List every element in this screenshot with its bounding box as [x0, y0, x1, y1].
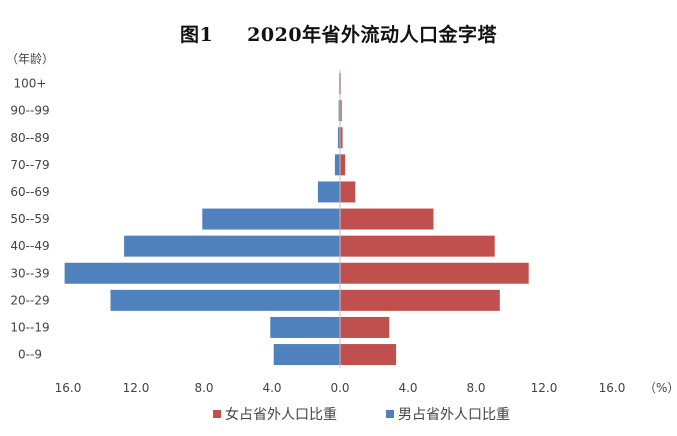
bar-female-10--19: [340, 316, 390, 338]
bar-male-90--99: [338, 100, 340, 122]
legend-label-male: 男占省外人口比重: [398, 407, 510, 423]
x-tick-label: 4.0: [398, 381, 417, 395]
figure-number: 图1: [179, 24, 214, 46]
y-tick-label: 0--9: [18, 348, 42, 362]
bar-male-0--9: [273, 344, 340, 366]
bar-female-90--99: [340, 100, 342, 122]
x-tick-label: 16.0: [55, 381, 82, 395]
x-axis-unit-label: （%）: [644, 381, 677, 395]
legend-swatch-female: [213, 410, 221, 418]
y-tick-label: 50--59: [10, 212, 49, 226]
x-tick-label: 8.0: [194, 381, 213, 395]
bar-female-0--9: [340, 344, 397, 366]
legend-swatch-male: [386, 410, 394, 418]
y-axis-unit-label: （年龄）: [6, 52, 54, 66]
bar-female-20--29: [340, 289, 500, 311]
y-tick-label: 10--19: [10, 320, 49, 334]
bar-male-50--59: [202, 208, 340, 230]
y-tick-label: 100+: [14, 77, 47, 91]
bar-female-40--49: [340, 235, 495, 257]
x-tick-label: 0.0: [330, 381, 349, 395]
bar-male-70--79: [334, 154, 340, 176]
x-tick-label: 4.0: [262, 381, 281, 395]
bar-female-30--39: [340, 262, 529, 284]
y-tick-label: 80--89: [10, 131, 49, 145]
bar-female-60--69: [340, 181, 356, 203]
y-tick-label: 30--39: [10, 266, 49, 280]
y-tick-label: 90--99: [10, 104, 49, 118]
bar-male-80--89: [337, 127, 340, 149]
bar-female-80--89: [340, 127, 343, 149]
bar-female-70--79: [340, 154, 346, 176]
y-tick-label: 40--49: [10, 239, 49, 253]
bar-female-50--59: [340, 208, 434, 230]
x-tick-label: 8.0: [466, 381, 485, 395]
x-tick-label: 12.0: [123, 381, 150, 395]
bar-male-40--49: [124, 235, 340, 257]
title-text: 2020年省外流动人口金字塔: [247, 24, 498, 46]
x-tick-label: 16.0: [599, 381, 626, 395]
bar-male-30--39: [64, 262, 340, 284]
bar-male-20--29: [110, 289, 340, 311]
legend-label-female: 女占省外人口比重: [225, 406, 337, 423]
y-tick-label: 70--79: [10, 158, 49, 172]
bar-male-10--19: [270, 316, 340, 338]
y-tick-label: 20--29: [10, 293, 49, 307]
x-tick-label: 12.0: [531, 381, 558, 395]
chart-title: 图1 2020年省外流动人口金字塔: [0, 20, 677, 47]
bar-male-60--69: [317, 181, 340, 203]
y-tick-label: 60--69: [10, 185, 49, 199]
